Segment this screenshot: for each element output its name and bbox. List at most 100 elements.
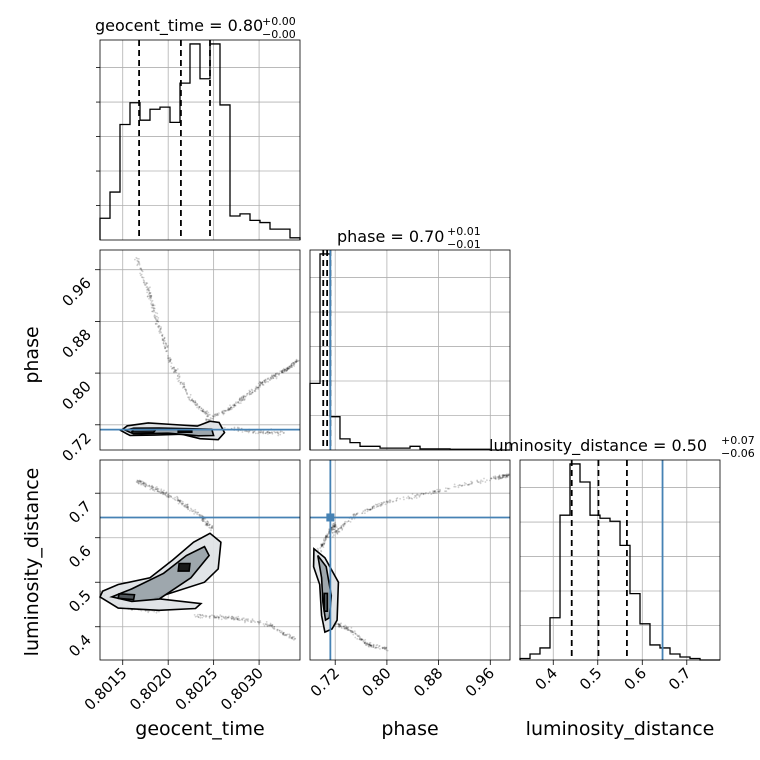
scatter-point-phase-vs-geocent-time (152, 307, 155, 310)
title-geocent-time: geocent_time = 0.80 +0.00 −0.00 (95, 15, 296, 41)
ytick-label-phase-1: 0.80 (58, 377, 94, 413)
scatter-point-phase-vs-geocent-time (198, 406, 201, 409)
scatter-point-phase-vs-geocent-time (150, 304, 153, 306)
scatter-point-phase-vs-geocent-time (157, 320, 160, 323)
scatter-point-luminosity-distance-vs-geocent-time (286, 633, 289, 636)
scatter-point-luminosity-distance-vs-phase (321, 544, 324, 547)
scatter-point-phase-vs-geocent-time (206, 414, 209, 416)
scatter-point-phase-vs-geocent-time (221, 411, 224, 414)
scatter-point-phase-vs-geocent-time (286, 369, 288, 372)
scatter-point-luminosity-distance-vs-geocent-time (290, 637, 293, 640)
scatter-point-luminosity-distance-vs-geocent-time (209, 527, 212, 529)
scatter-point-phase-vs-geocent-time (139, 272, 142, 275)
scatter-point-luminosity-distance-vs-phase (320, 544, 323, 546)
scatter-point-phase-vs-geocent-time (259, 381, 261, 383)
scatter-point-phase-vs-geocent-time (243, 394, 246, 397)
scatter-point-luminosity-distance-vs-phase (374, 503, 377, 506)
scatter-point-luminosity-distance-vs-phase (344, 624, 347, 627)
scatter-point-phase-vs-geocent-time (255, 388, 257, 390)
scatter-point-luminosity-distance-vs-phase (345, 628, 347, 631)
scatter-point-luminosity-distance-vs-geocent-time (168, 495, 170, 497)
scatter-point-luminosity-distance-vs-geocent-time (243, 619, 246, 622)
scatter-point-phase-vs-geocent-time (257, 388, 259, 390)
scatter-point-luminosity-distance-vs-geocent-time (216, 615, 219, 618)
scatter-point-luminosity-distance-vs-phase (351, 631, 354, 634)
scatter-point-luminosity-distance-vs-phase (323, 543, 325, 546)
scatter-point-luminosity-distance-vs-phase (353, 513, 355, 516)
scatter-point-phase-vs-geocent-time (183, 385, 186, 388)
scatter-point-luminosity-distance-vs-phase (499, 477, 501, 479)
scatter-point-phase-vs-geocent-time (141, 276, 143, 278)
scatter-point-luminosity-distance-vs-phase (416, 493, 419, 496)
scatter-point-phase-vs-geocent-time (228, 409, 230, 412)
scatter-point-phase-vs-geocent-time (183, 383, 186, 385)
scatter-point-luminosity-distance-vs-geocent-time (289, 636, 292, 639)
scatter-point-luminosity-distance-vs-phase (411, 493, 414, 495)
scatter-point-phase-vs-geocent-time (164, 342, 167, 344)
scatter-point-luminosity-distance-vs-phase (346, 627, 348, 630)
scatter-point-luminosity-distance-vs-geocent-time (263, 624, 266, 627)
scatter-point-luminosity-distance-vs-geocent-time (205, 616, 207, 618)
scatter-point-phase-vs-geocent-time (289, 366, 291, 369)
scatter-point-luminosity-distance-vs-geocent-time (251, 618, 254, 621)
scatter-point-luminosity-distance-vs-phase (477, 481, 479, 483)
scatter-point-luminosity-distance-vs-geocent-time (186, 503, 189, 506)
scatter-point-phase-vs-geocent-time (281, 370, 284, 373)
scatter-point-luminosity-distance-vs-geocent-time (166, 496, 169, 498)
scatter-point-phase-vs-geocent-time (152, 304, 155, 307)
scatter-point-luminosity-distance-vs-phase (467, 483, 470, 486)
scatter-point-phase-vs-geocent-time (136, 257, 139, 260)
scatter-point-luminosity-distance-vs-geocent-time (158, 490, 161, 493)
scatter-point-luminosity-distance-vs-geocent-time (144, 483, 147, 486)
scatter-point-luminosity-distance-vs-geocent-time (142, 482, 145, 484)
scatter-point-luminosity-distance-vs-geocent-time (199, 614, 202, 617)
scatter-point-phase-vs-geocent-time (238, 399, 241, 402)
scatter-point-luminosity-distance-vs-phase (497, 477, 500, 480)
scatter-point-phase-vs-geocent-time (226, 409, 229, 412)
scatter-point-luminosity-distance-vs-phase (422, 493, 425, 495)
scatter-point-phase-vs-geocent-time (148, 291, 151, 294)
scatter-point-luminosity-distance-vs-phase (353, 513, 356, 516)
scatter-point-luminosity-distance-vs-geocent-time (176, 495, 178, 498)
scatter-point-luminosity-distance-vs-geocent-time (168, 494, 171, 497)
panel-geocent-time-hist (96, 39, 301, 241)
scatter-point-luminosity-distance-vs-geocent-time (150, 487, 153, 490)
scatter-point-luminosity-distance-vs-phase (429, 491, 431, 493)
scatter-point-phase-vs-geocent-time (189, 393, 192, 396)
scatter-point-luminosity-distance-vs-phase (418, 494, 421, 497)
scatter-point-luminosity-distance-vs-geocent-time (207, 521, 210, 524)
scatter-point-luminosity-distance-vs-phase (361, 638, 363, 641)
scatter-point-luminosity-distance-vs-geocent-time (199, 513, 202, 516)
scatter-point-phase-vs-geocent-time (280, 370, 283, 373)
scatter-point-phase-vs-geocent-time (250, 388, 253, 391)
frame-luminosity-distance-hist (519, 459, 721, 661)
scatter-point-luminosity-distance-vs-phase (375, 644, 378, 647)
scatter-point-phase-vs-geocent-time (145, 282, 148, 284)
scatter-point-luminosity-distance-vs-geocent-time (152, 488, 155, 491)
scatter-point-luminosity-distance-vs-phase (371, 507, 374, 509)
scatter-point-luminosity-distance-vs-phase (371, 506, 374, 509)
scatter-point-luminosity-distance-vs-phase (335, 529, 337, 532)
scatter-point-luminosity-distance-vs-geocent-time (232, 616, 235, 619)
scatter-point-luminosity-distance-vs-geocent-time (211, 526, 214, 529)
scatter-point-phase-vs-geocent-time (286, 366, 289, 369)
scatter-point-phase-vs-geocent-time (270, 377, 272, 379)
scatter-point-luminosity-distance-vs-phase (347, 628, 350, 631)
scatter-point-luminosity-distance-vs-phase (363, 641, 366, 644)
scatter-point-phase-vs-geocent-time (148, 289, 151, 292)
scatter-point-luminosity-distance-vs-phase (380, 503, 382, 506)
scatter-point-luminosity-distance-vs-phase (316, 547, 319, 550)
scatter-point-luminosity-distance-vs-phase (338, 626, 341, 628)
contour-level-luminosity-distance-vs-geocent-time-1 (109, 545, 211, 603)
scatter-point-phase-vs-geocent-time (286, 367, 289, 370)
scatter-point-luminosity-distance-vs-phase (323, 539, 325, 541)
scatter-point-phase-vs-geocent-time (163, 337, 166, 340)
scatter-point-phase-vs-geocent-time (222, 412, 224, 415)
scatter-point-luminosity-distance-vs-phase (408, 496, 410, 499)
scatter-point-phase-vs-geocent-time (206, 415, 208, 418)
scatter-point-phase-vs-geocent-time (253, 431, 256, 433)
scatter-point-phase-vs-geocent-time (217, 413, 220, 416)
scatter-point-luminosity-distance-vs-geocent-time (137, 479, 140, 482)
